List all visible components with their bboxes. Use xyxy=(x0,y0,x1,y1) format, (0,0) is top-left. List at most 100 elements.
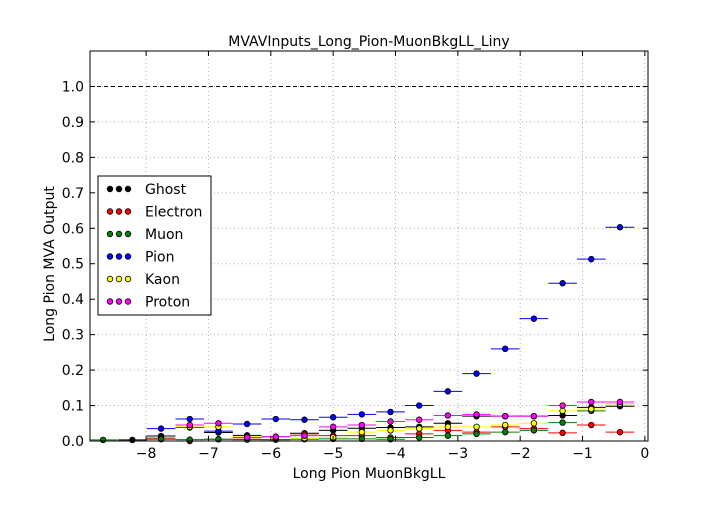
plot-frame xyxy=(89,50,649,442)
data-point-electron xyxy=(588,421,595,429)
legend-label-proton: Proton xyxy=(145,295,190,311)
data-point-pion xyxy=(157,425,165,432)
data-point-muon xyxy=(502,428,509,436)
legend-label-pion: Pion xyxy=(145,250,174,266)
data-point-electron xyxy=(616,428,624,436)
x-tick-label: −5 xyxy=(323,446,344,462)
y-tick-label: 0.0 xyxy=(62,434,84,450)
data-point-kaon xyxy=(387,427,394,434)
data-point-pion xyxy=(272,415,279,423)
legend-marker-kaon xyxy=(124,275,132,283)
legend-box xyxy=(97,175,212,316)
legend-label-muon: Muon xyxy=(145,227,183,243)
legend-label-electron: Electron xyxy=(145,205,202,221)
data-point-electron xyxy=(559,429,566,437)
x-tick-label: −2 xyxy=(510,446,531,462)
y-tick-label: 0.6 xyxy=(62,221,84,237)
data-point-pion xyxy=(387,408,394,416)
data-point-pion xyxy=(186,415,193,423)
x-tick-label: −4 xyxy=(385,446,406,462)
data-point-proton xyxy=(588,398,595,406)
legend-marker-pion xyxy=(124,253,132,260)
data-point-proton xyxy=(415,416,423,423)
legend: Ghost Electron Muon Pion Kaon Proton xyxy=(97,175,212,316)
data-point-proton xyxy=(358,421,366,429)
data-point-pion xyxy=(415,402,423,409)
data-point-muon xyxy=(186,436,193,443)
legend-label-ghost: Ghost xyxy=(145,182,187,198)
legend-item-pion: Pion xyxy=(106,250,174,266)
data-point-proton xyxy=(530,412,538,420)
legend-marker-kaon xyxy=(106,275,114,283)
x-axis-label: Long Pion MuonBkgLL xyxy=(293,466,446,482)
legend-marker-electron xyxy=(115,208,123,215)
data-point-pion xyxy=(616,224,624,231)
y-tick-label: 0.5 xyxy=(62,257,84,273)
data-point-pion xyxy=(559,280,566,287)
y-axis-label: Long Pion MVA Output xyxy=(42,186,58,342)
x-tick-label: −8 xyxy=(136,446,157,462)
data-point-proton xyxy=(215,420,222,427)
data-point-muon xyxy=(415,434,423,441)
data-point-kaon xyxy=(358,428,366,436)
data-point-kaon xyxy=(588,405,595,413)
x-tick-label: −7 xyxy=(198,446,219,462)
chart-title: MVAVInputs_Long_Pion-MuonBkgLL_Liny xyxy=(228,34,509,50)
data-point-kaon xyxy=(473,423,480,431)
legend-marker-muon xyxy=(115,230,123,238)
legend-marker-ghost xyxy=(106,185,114,193)
legend-marker-proton xyxy=(115,298,123,305)
data-point-pion xyxy=(473,370,480,377)
data-point-proton xyxy=(387,418,394,425)
data-point-proton xyxy=(502,412,509,420)
legend-marker-proton xyxy=(124,298,132,305)
legend-item-electron: Electron xyxy=(106,205,202,221)
y-tick-label: 0.7 xyxy=(62,186,84,202)
legend-marker-kaon xyxy=(115,275,123,283)
data-point-muon xyxy=(473,430,480,438)
legend-marker-electron xyxy=(124,208,132,215)
data-point-pion xyxy=(301,416,308,423)
data-point-proton xyxy=(186,421,193,429)
legend-marker-muon xyxy=(106,230,114,238)
data-point-proton xyxy=(444,412,452,419)
x-tick-label: 0 xyxy=(640,446,649,462)
legend-item-ghost: Ghost xyxy=(106,182,187,198)
data-point-muon xyxy=(530,427,538,434)
data-point-kaon xyxy=(444,423,452,431)
data-point-proton xyxy=(329,423,337,431)
data-point-proton xyxy=(616,398,624,406)
data-point-proton xyxy=(243,434,251,441)
y-tick-label: 1.0 xyxy=(62,79,84,95)
data-point-muon xyxy=(99,436,107,444)
y-tick-label: 0.4 xyxy=(62,292,84,308)
data-point-ghost xyxy=(129,436,136,444)
x-tick-label: −6 xyxy=(260,446,281,462)
data-point-pion xyxy=(588,255,595,263)
data-point-proton xyxy=(473,411,480,418)
legend-item-kaon: Kaon xyxy=(106,272,180,288)
y-tick-label: 0.9 xyxy=(62,115,84,131)
y-tick-label: 0.8 xyxy=(62,150,84,166)
series-pion xyxy=(146,224,635,435)
legend-item-muon: Muon xyxy=(106,227,183,243)
legend-marker-muon xyxy=(124,230,132,238)
legend-marker-ghost xyxy=(124,185,132,193)
legend-item-proton: Proton xyxy=(106,295,190,311)
data-point-pion xyxy=(243,420,251,428)
legend-marker-ghost xyxy=(115,185,123,193)
data-point-muon xyxy=(358,435,366,443)
data-point-pion xyxy=(358,411,366,418)
data-point-proton xyxy=(272,433,279,440)
data-point-proton xyxy=(559,402,566,409)
legend-marker-pion xyxy=(115,253,123,260)
series-proton xyxy=(175,398,635,441)
data-point-kaon xyxy=(559,407,566,415)
data-point-proton xyxy=(301,432,308,439)
data-point-muon xyxy=(559,419,566,426)
data-point-muon xyxy=(444,432,452,439)
x-tick-label: −1 xyxy=(572,446,593,462)
data-point-kaon xyxy=(415,425,423,432)
